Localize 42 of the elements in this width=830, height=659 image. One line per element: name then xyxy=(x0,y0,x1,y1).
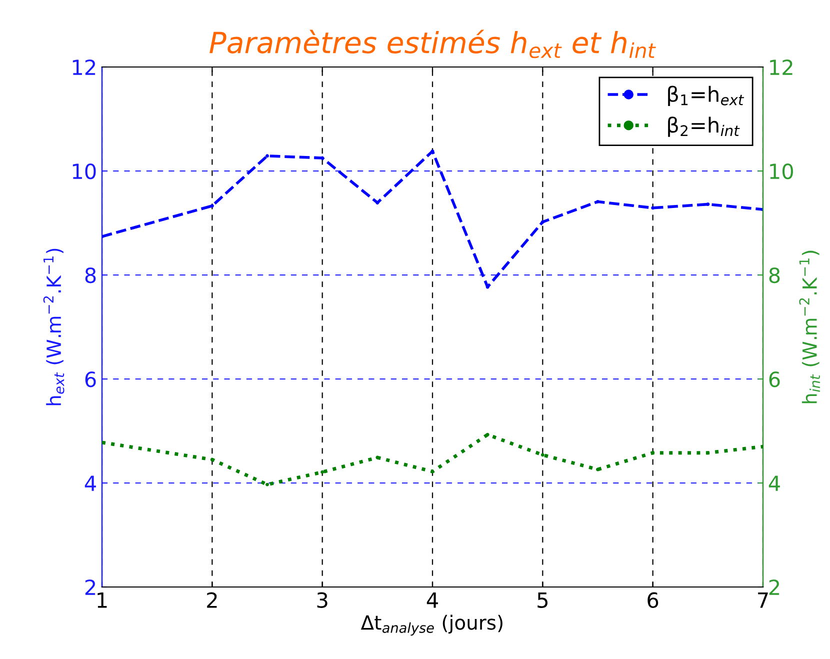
point xyxy=(651,206,655,210)
point xyxy=(320,156,324,160)
x-tick-label: 2 xyxy=(207,592,217,608)
point xyxy=(430,470,434,474)
x-axis-title: Δt$_{analyse}$ (jours) xyxy=(360,614,502,636)
point xyxy=(596,200,600,204)
y2-axis-title: h$_{int}$ (W.m$^{−2}$.K$^{−1}$) xyxy=(799,250,820,404)
y-tick-label: 6 xyxy=(85,371,96,388)
x-tick-label: 3 xyxy=(317,592,328,608)
line-series xyxy=(102,150,763,289)
line-series xyxy=(102,432,763,486)
y2-tick-label: 2 xyxy=(769,579,780,595)
y-tick-label: 10 xyxy=(72,163,96,180)
x-tick-label: 1 xyxy=(98,592,107,608)
point xyxy=(540,220,544,224)
y2-tick-label: 10 xyxy=(770,163,793,180)
point xyxy=(651,451,655,455)
y2-tick-label: 12 xyxy=(770,59,792,75)
legend-label: β$_{2}$=h$_{int}$ xyxy=(668,116,740,137)
y-tick-label: 4 xyxy=(84,476,96,491)
x-tick-label: 5 xyxy=(538,592,548,608)
point xyxy=(376,456,380,460)
point xyxy=(320,470,324,474)
chart-title: Paramètres estimés h$_{ext}$ et h$_{int}$ xyxy=(210,30,656,58)
y2-tick-label: 6 xyxy=(769,371,780,388)
x-tick-label: 7 xyxy=(758,592,768,608)
legend-label: β$_{1}$=h$_{ext}$ xyxy=(668,86,744,106)
x-tick-label: 4 xyxy=(426,592,438,608)
point xyxy=(266,482,269,486)
point xyxy=(210,458,214,462)
point xyxy=(266,154,269,158)
point xyxy=(210,204,214,208)
y-axis-title: h$_{ext}$ (W.m$^{−2}$.K$^{−1}$) xyxy=(43,248,64,406)
x-tick-label: 6 xyxy=(648,592,658,608)
y-tick-label: 2 xyxy=(85,579,96,595)
point xyxy=(540,453,544,457)
y2-tick-label: 4 xyxy=(768,476,780,491)
point xyxy=(486,432,490,436)
y-tick-label: 8 xyxy=(85,267,96,284)
y-tick-label: 12 xyxy=(72,59,96,75)
y2-tick-label: 8 xyxy=(769,267,780,284)
point xyxy=(706,202,710,206)
